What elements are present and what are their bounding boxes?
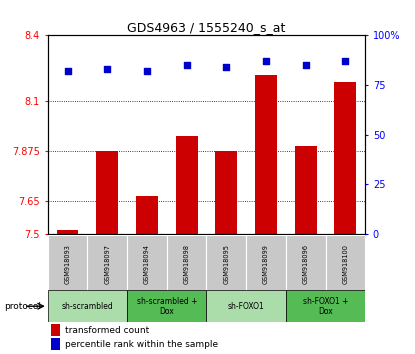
Bar	[96, 151, 118, 234]
Bar	[286, 290, 365, 322]
Text: transformed count: transformed count	[65, 326, 149, 335]
Text: GSM918096: GSM918096	[303, 244, 309, 284]
Bar	[255, 75, 277, 234]
Bar	[246, 235, 286, 292]
Bar	[334, 82, 356, 234]
Text: GSM918095: GSM918095	[223, 244, 229, 284]
Bar	[176, 136, 198, 234]
Point	[183, 62, 190, 68]
Text: GSM918093: GSM918093	[65, 244, 71, 284]
Bar	[325, 235, 365, 292]
Text: sh-FOXO1 +
Dox: sh-FOXO1 + Dox	[303, 297, 348, 316]
Bar	[215, 151, 237, 234]
Title: GDS4963 / 1555240_s_at: GDS4963 / 1555240_s_at	[127, 21, 286, 34]
Text: GSM918099: GSM918099	[263, 244, 269, 284]
Point	[303, 62, 309, 68]
Bar	[48, 290, 127, 322]
Bar	[136, 196, 158, 234]
Text: percentile rank within the sample: percentile rank within the sample	[65, 340, 218, 349]
Text: sh-scrambled +
Dox: sh-scrambled + Dox	[137, 297, 197, 316]
Text: sh-scrambled: sh-scrambled	[61, 302, 113, 311]
Point	[144, 68, 150, 74]
Point	[342, 58, 349, 64]
Bar	[286, 235, 325, 292]
Bar	[127, 290, 207, 322]
Text: sh-FOXO1: sh-FOXO1	[228, 302, 264, 311]
Text: protocol: protocol	[4, 302, 41, 311]
Point	[223, 64, 229, 70]
Text: GSM918100: GSM918100	[342, 244, 348, 284]
Bar	[51, 338, 61, 350]
Bar	[207, 290, 286, 322]
Point	[104, 66, 110, 72]
Bar	[51, 324, 61, 336]
Bar	[207, 235, 246, 292]
Text: GSM918098: GSM918098	[183, 244, 190, 284]
Bar	[167, 235, 207, 292]
Bar	[57, 230, 78, 234]
Point	[263, 58, 269, 64]
Bar	[88, 235, 127, 292]
Bar	[48, 235, 88, 292]
Bar	[127, 235, 167, 292]
Bar	[295, 145, 317, 234]
Text: GSM918094: GSM918094	[144, 244, 150, 284]
Text: GSM918097: GSM918097	[104, 244, 110, 284]
Point	[64, 68, 71, 74]
